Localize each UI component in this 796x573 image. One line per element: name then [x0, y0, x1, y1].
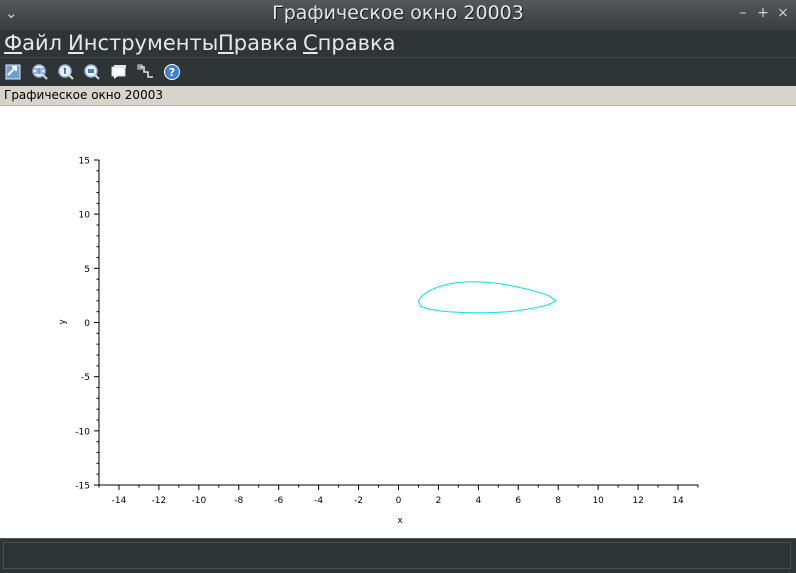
menu-help-mnemonic: С	[303, 31, 318, 55]
y-tick-label: 10	[79, 211, 91, 221]
close-icon[interactable]: ×	[777, 5, 789, 21]
menu-help-label: правка	[317, 31, 396, 55]
zoom-reset-icon[interactable]	[57, 63, 75, 81]
series-line	[417, 281, 557, 314]
help-icon[interactable]: ?	[163, 63, 181, 81]
datatip-icon[interactable]	[110, 63, 128, 81]
window-controls: – + ×	[730, 5, 790, 21]
status-field	[3, 542, 791, 569]
menu-file-mnemonic: Ф	[4, 31, 23, 55]
x-tick-label: 0	[396, 496, 402, 506]
menu-tools[interactable]: Инструменты	[68, 30, 218, 56]
y-tick-label: 15	[79, 157, 90, 167]
menu-bar: Файл Инструменты Правка Справка	[0, 30, 796, 57]
x-tick-label: 4	[475, 496, 481, 506]
rotate-icon[interactable]	[4, 63, 22, 81]
tab-graphic-window[interactable]: Графическое окно 20003	[4, 88, 163, 102]
x-tick-label: -6	[274, 496, 283, 506]
window-title: Графическое окно 20003	[272, 2, 524, 24]
status-bar	[0, 538, 796, 573]
tab-bar: Графическое окно 20003	[0, 86, 796, 106]
chart[interactable]: -14 -12 -10 -8 -6 -4 -2 0 2 4 6 8 10 12 14 15 10 5 0 -5 -10 -…	[0, 106, 796, 538]
x-tick-label: -14	[112, 496, 127, 506]
y-axis-label: y	[58, 319, 68, 325]
x-tick-label: 6	[515, 496, 521, 506]
window-titlebar[interactable]: ⌄ Графическое окно 20003 – + ×	[0, 0, 796, 30]
x-tick-label: -2	[354, 496, 363, 506]
x-tick-label: 12	[632, 496, 643, 506]
y-tick-label: 5	[84, 265, 90, 275]
y-tick-label: -15	[75, 482, 90, 492]
menu-tools-label: нструменты	[83, 31, 219, 55]
x-axis-label: x	[397, 516, 403, 526]
x-tick-label: 8	[555, 496, 561, 506]
svg-text:?: ?	[169, 66, 175, 79]
toolbar: ?	[0, 57, 796, 86]
x-tick-label: -4	[314, 496, 323, 506]
x-tick-label: -12	[152, 496, 167, 506]
axes: -14 -12 -10 -8 -6 -4 -2 0 2 4 6 8 10 12 14 15 10 5 0 -5 -10 -…	[75, 157, 699, 506]
x-tick-label: -8	[234, 496, 243, 506]
menu-help[interactable]: Справка	[303, 30, 396, 56]
zoom-out-icon[interactable]	[83, 63, 101, 81]
plot-area[interactable]: -14 -12 -10 -8 -6 -4 -2 0 2 4 6 8 10 12 14 15 10 5 0 -5 -10 -…	[0, 106, 796, 538]
maximize-icon[interactable]: +	[757, 5, 769, 21]
x-tick-label: -10	[191, 496, 206, 506]
x-tick-label: 2	[436, 496, 442, 506]
menu-edit-label: равка	[233, 31, 298, 55]
menu-file[interactable]: Файл	[4, 30, 62, 56]
window-menu-chevron-icon[interactable]: ⌄	[5, 4, 18, 22]
x-tick-label: 10	[592, 496, 604, 506]
y-tick-label: -5	[81, 373, 90, 383]
zoom-in-icon[interactable]	[31, 63, 49, 81]
curves	[417, 281, 557, 314]
minimize-icon[interactable]: –	[739, 5, 747, 21]
y-tick-label: -10	[75, 427, 90, 437]
y-tick-label: 0	[84, 319, 90, 329]
menu-tools-mnemonic: И	[68, 31, 84, 55]
menu-edit-mnemonic: П	[218, 31, 234, 55]
menu-edit[interactable]: Правка	[218, 30, 298, 56]
editor-icon[interactable]	[137, 63, 155, 81]
x-tick-label: 14	[672, 496, 684, 506]
menu-file-label: айл	[22, 31, 63, 55]
